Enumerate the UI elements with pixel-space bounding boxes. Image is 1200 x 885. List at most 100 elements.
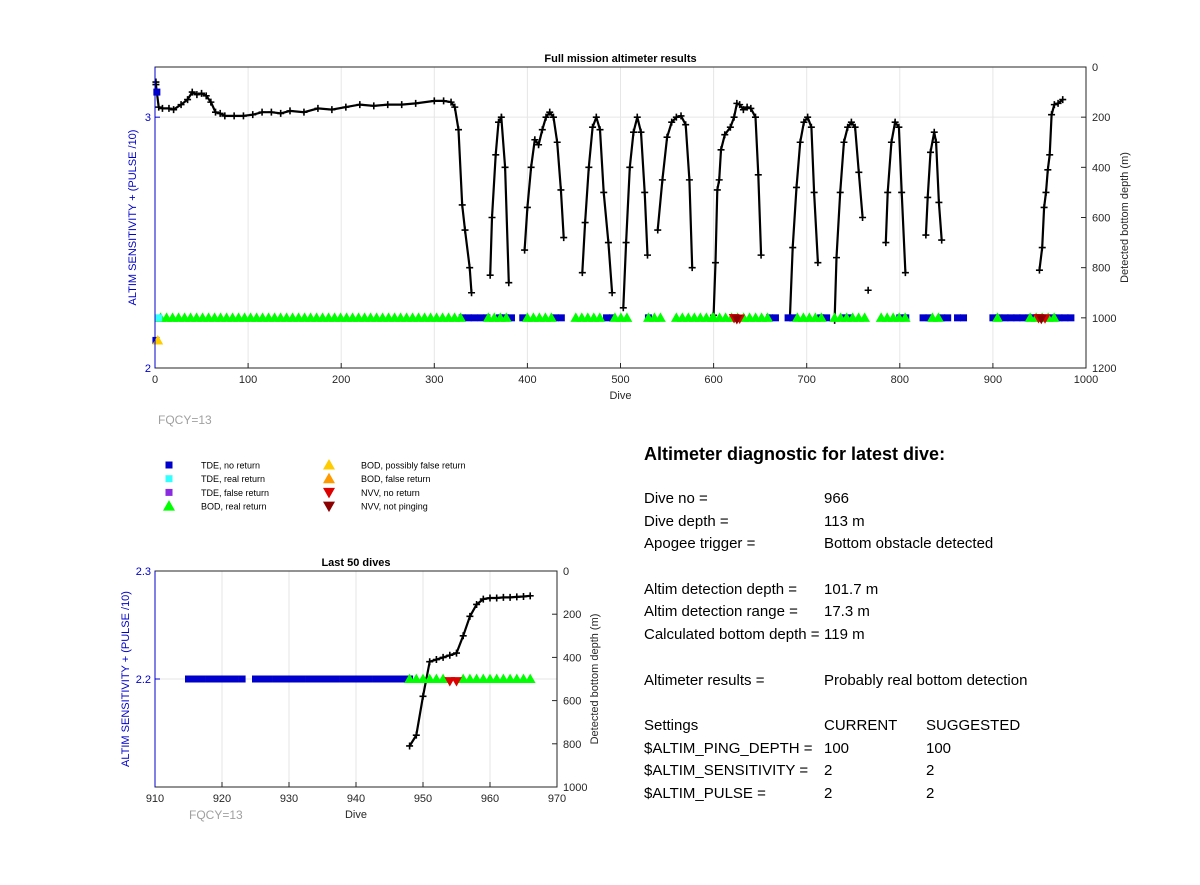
depth-point [864, 286, 872, 294]
legend-marker [323, 459, 335, 470]
depth-point [935, 198, 943, 206]
depth-point [432, 656, 440, 664]
depth-point [743, 103, 751, 111]
status-marker [594, 312, 606, 322]
depth-point [499, 593, 507, 601]
depth-point [493, 594, 501, 602]
depth-point [1059, 96, 1067, 104]
depth-point [726, 123, 734, 131]
ping-depth-suggested: 100 [926, 739, 952, 757]
calculated-bottom-depth-value: 119 m [824, 626, 865, 644]
x-tick-label: 940 [347, 793, 365, 805]
depth-point [535, 141, 543, 149]
status-marker [925, 314, 933, 322]
status-marker [205, 675, 213, 683]
depth-point [521, 246, 529, 254]
depth-point [672, 113, 680, 121]
depth-point [440, 97, 448, 105]
depth-point [930, 128, 938, 136]
depth-point [604, 239, 612, 247]
status-marker [899, 312, 911, 322]
depth-point [170, 106, 178, 114]
legend-label: TDE, false return [201, 488, 269, 498]
depth-point [891, 118, 899, 126]
depth-point [216, 109, 224, 117]
y-right-tick-label: 600 [563, 696, 581, 708]
depth-point [488, 214, 496, 221]
status-marker [312, 675, 320, 683]
status-marker [944, 314, 952, 322]
status-marker [960, 314, 968, 322]
depth-point [596, 126, 604, 134]
depth-point [668, 118, 676, 126]
ping-depth-current: 100 [824, 739, 850, 757]
depth-point [258, 108, 266, 116]
depth-point [412, 731, 420, 739]
legend-label: BOD, possibly false return [361, 461, 466, 471]
legend-label: BOD, false return [361, 474, 431, 484]
x-tick-label: 900 [984, 374, 1002, 386]
legend-label: BOD, real return [201, 502, 267, 512]
settings-current-header: CURRENT [824, 716, 898, 734]
depth-point [267, 108, 275, 116]
depth-point [506, 593, 514, 601]
status-marker [451, 677, 462, 687]
depth-point [736, 101, 744, 109]
depth-point [446, 651, 454, 659]
pulse-suggested: 2 [926, 784, 935, 802]
depth-point [630, 128, 638, 136]
depth-point [447, 98, 455, 106]
depth-point [501, 163, 509, 171]
status-marker [919, 314, 927, 322]
depth-point [523, 203, 531, 211]
legend-marker [323, 472, 335, 484]
depth-point [592, 113, 600, 121]
status-marker [319, 675, 326, 683]
status-marker [954, 314, 962, 322]
status-marker [238, 675, 246, 683]
status-marker [211, 675, 219, 683]
status-marker [191, 675, 199, 683]
altimeter-results-label: Altimeter results = [644, 671, 765, 689]
y-right-tick-label: 800 [563, 739, 581, 751]
depth-point [505, 279, 513, 287]
depth-point [641, 188, 649, 196]
depth-point [239, 112, 247, 120]
legend-marker [323, 501, 335, 513]
depth-point [600, 188, 608, 196]
chart-title: Last 50 dives [321, 557, 390, 569]
series-tde-no-return [185, 675, 414, 683]
depth-point [314, 104, 322, 112]
depth-point [412, 99, 420, 107]
status-marker [278, 675, 286, 683]
status-marker [989, 314, 997, 322]
status-marker [359, 675, 367, 683]
y-right-tick-label: 0 [563, 566, 569, 578]
depth-point [757, 251, 765, 259]
depth-point [578, 269, 586, 277]
status-marker [455, 312, 466, 322]
diagnostic-panel: Altimeter diagnostic for latest dive: Di… [644, 444, 1164, 808]
y-right-tick-label: 1000 [563, 782, 587, 794]
depth-point [589, 123, 597, 131]
depth-point [754, 171, 762, 179]
depth-point [184, 96, 192, 104]
depth-point [924, 193, 932, 201]
depth-point [1038, 244, 1046, 252]
pulse-label: $ALTIM_PULSE = [644, 784, 766, 802]
depth-point [513, 593, 521, 601]
depth-point [608, 289, 616, 297]
depth-point [207, 98, 215, 106]
sensitivity-label: $ALTIM_SENSITIVITY = [644, 762, 809, 780]
y-right-tick-label: 200 [1092, 112, 1110, 124]
status-marker [859, 312, 871, 322]
depth-point [473, 600, 481, 608]
depth-point [328, 106, 336, 114]
depth-point [796, 138, 804, 146]
depth-point [810, 188, 818, 196]
status-marker [352, 675, 360, 683]
status-marker [198, 675, 206, 683]
status-marker [298, 675, 306, 683]
status-marker [932, 312, 944, 322]
depth-point [800, 118, 808, 126]
